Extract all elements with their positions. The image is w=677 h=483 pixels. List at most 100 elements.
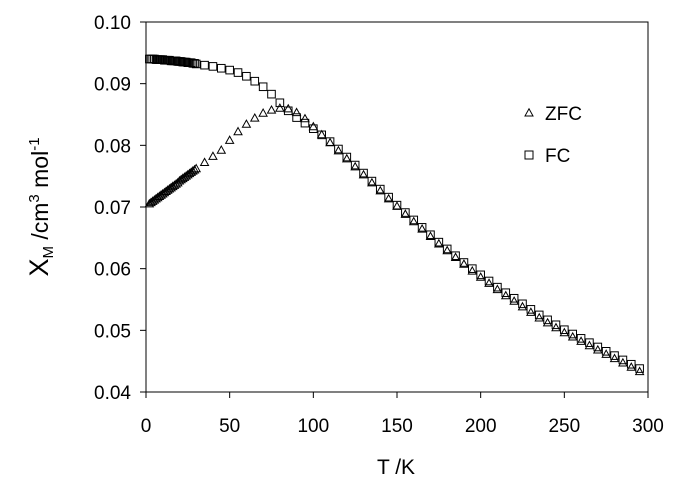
fc-point (635, 364, 644, 373)
zfc-point (300, 113, 310, 123)
zfc-point (634, 366, 645, 376)
fc-point (526, 305, 536, 314)
zfc-point (509, 296, 519, 305)
legend-fc-marker (524, 150, 534, 160)
legend-zfc-label: ZFC (545, 104, 582, 125)
y-axis-title-base: X (24, 259, 54, 277)
fc-point (384, 192, 393, 202)
y-axis-title-tail: mol (27, 151, 53, 194)
x-tick-label: 100 (297, 416, 329, 437)
zfc-point (233, 126, 243, 136)
fc-point (233, 68, 243, 77)
legend-fc-label: FC (545, 146, 570, 167)
fc-point (417, 223, 427, 232)
fc-point (225, 65, 234, 75)
fc-point (242, 71, 251, 81)
fc-point (601, 347, 611, 356)
zfc-point (609, 353, 620, 363)
fc-point (468, 264, 477, 273)
fc-point (484, 276, 494, 286)
fc-point (392, 200, 402, 210)
fc-point (267, 89, 276, 99)
zfc-point (492, 284, 503, 294)
zfc-point (567, 331, 578, 341)
fc-point (501, 288, 511, 298)
fc-point (560, 325, 569, 335)
zfc-point (433, 238, 444, 248)
zfc-point (367, 177, 377, 187)
x-tick-label: 150 (381, 416, 413, 437)
zfc-point (534, 312, 545, 322)
x-tick-label: 250 (548, 416, 580, 437)
y-axis-title-sup2: -1 (26, 137, 43, 150)
fc-point (367, 176, 377, 186)
zfc-point (241, 119, 252, 128)
y-tick-label: 0.05 (94, 321, 131, 342)
zfc-point (333, 145, 344, 155)
fc-point (283, 106, 293, 116)
zfc-point (417, 223, 427, 233)
y-axis-title-sup1: 3 (26, 194, 43, 202)
fc-point (585, 338, 594, 347)
zfc-point (375, 185, 386, 195)
zfc-point (517, 301, 528, 311)
zfc-point (199, 157, 210, 167)
zfc-point (283, 103, 294, 113)
legend-zfc-marker (524, 107, 534, 117)
legend: ZFC FC (524, 104, 582, 167)
fc-point (375, 184, 385, 194)
zfc-point (484, 278, 494, 287)
fc-point (334, 144, 343, 154)
zfc-point (526, 307, 536, 316)
y-axis-title-sub: M (40, 246, 57, 259)
fc-point (250, 76, 260, 86)
fc-point (309, 124, 318, 133)
zfc-point (626, 362, 637, 371)
fc-point (292, 113, 301, 122)
zfc-point (618, 357, 628, 367)
x-axis-ticks: 0 50 100 150 200 250 300 (141, 392, 664, 437)
fc-series (145, 54, 644, 373)
fc-point (568, 329, 578, 339)
zfc-point (249, 112, 260, 122)
fc-point (509, 293, 519, 303)
fc-point (426, 230, 435, 240)
fc-point (626, 359, 636, 369)
fc-point (551, 320, 561, 330)
fc-point (275, 98, 285, 108)
fc-point (593, 342, 603, 352)
y-tick-label: 0.10 (94, 13, 131, 34)
y-axis-title: XM /cm3 mol-1 (24, 137, 57, 276)
zfc-point (188, 166, 198, 175)
fc-point (610, 351, 619, 360)
fc-point (442, 244, 452, 254)
zfc-point (191, 163, 202, 173)
fc-point (493, 282, 502, 292)
plot-area (145, 21, 649, 393)
x-tick-label: 300 (632, 416, 664, 437)
zfc-point (408, 216, 419, 226)
zfc-point (442, 245, 453, 255)
x-axis-title: T /K (377, 456, 415, 479)
zfc-point (450, 252, 461, 262)
zfc-point (425, 231, 436, 241)
fc-point (543, 315, 552, 325)
fc-point (434, 237, 444, 247)
zfc-point (216, 145, 227, 154)
fc-point (518, 299, 527, 309)
zfc-point (475, 272, 486, 281)
zfc-point (308, 121, 319, 131)
y-axis-title-mid: /cm (27, 203, 53, 246)
y-tick-label: 0.09 (94, 75, 131, 96)
zfc-point (316, 129, 327, 139)
fc-point (217, 63, 226, 73)
fc-point (342, 152, 352, 162)
zfc-series (144, 103, 645, 376)
fc-point (200, 60, 209, 70)
zfc-point (189, 164, 200, 174)
zfc-point (350, 161, 361, 171)
zfc-point (392, 201, 402, 210)
fc-point (459, 258, 469, 267)
fc-point (409, 215, 419, 225)
zfc-point (224, 135, 235, 144)
